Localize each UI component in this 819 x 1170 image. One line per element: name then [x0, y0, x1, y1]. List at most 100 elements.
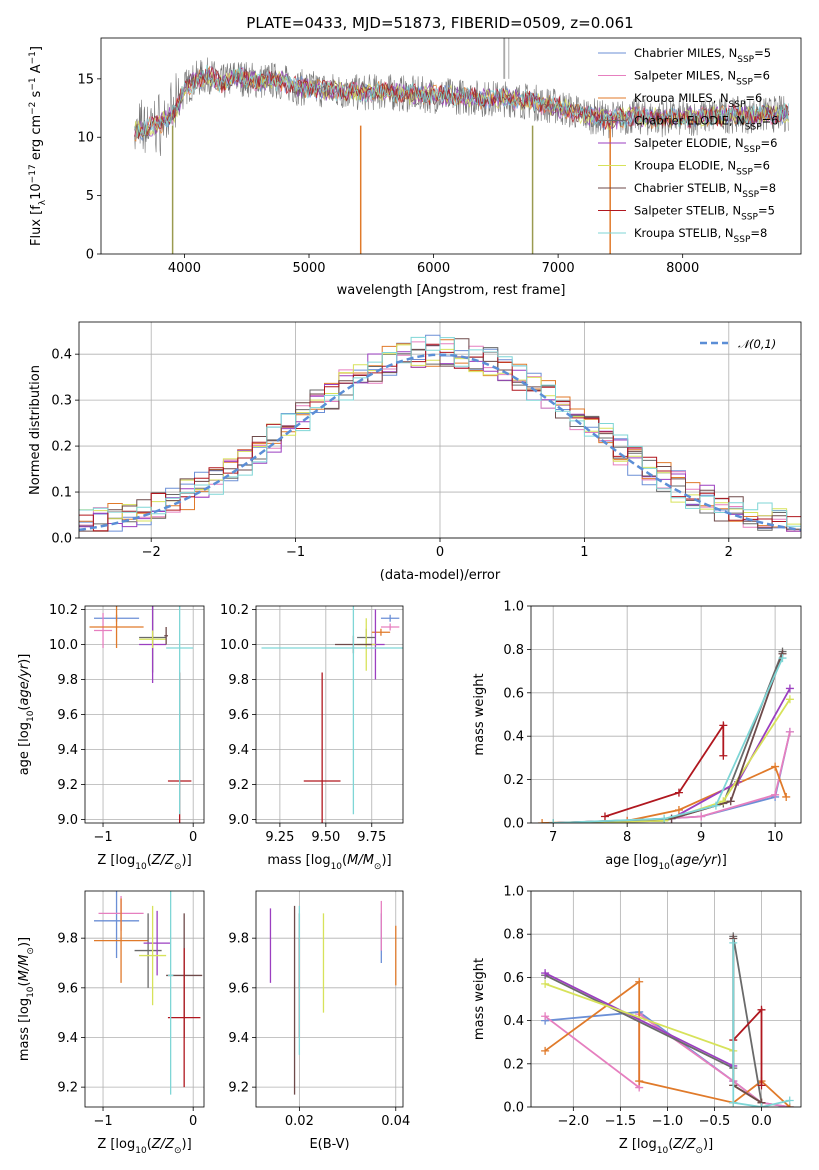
errbar-salpeter-miles: [94, 613, 113, 648]
weight-vs-Z-xlabel: Z [log10(Z/Z⊙)]: [619, 1137, 713, 1156]
x-tick-label: 8: [623, 830, 631, 845]
errbar-kroupa-stelib: [167, 891, 174, 1095]
weight-marker: [785, 1096, 794, 1105]
y-tick-label: 9.2: [228, 1081, 249, 1096]
weight-marker: [785, 695, 794, 704]
clip-mass-vs-Z-plot: [94, 891, 203, 1095]
y-tick-label: 0.0: [503, 817, 524, 832]
legend-entry: Chabrier MILES, NSSP=5: [634, 46, 771, 65]
weight-line: [553, 731, 791, 823]
errbar-kroupa-miles: [371, 628, 391, 636]
clip-age-vs-Z-plot: [89, 606, 194, 823]
mass-vs-ebv-axes: 0.02 0.04 9.2 9.4 9.6 9.8 E(B-V): [228, 890, 410, 1152]
residuals-ylabel: Normed distribution: [28, 365, 43, 495]
x-tick-label: 7000: [542, 261, 575, 276]
weight-marker: [538, 819, 547, 823]
weight-marker: [719, 751, 728, 760]
x-tick-label: 0.0: [751, 1114, 772, 1129]
weight-marker: [771, 762, 780, 771]
weight-vs-age-axes: 7 8 9 10 0.0 0.2 0.4 0.6 0.8 1.0 age [log10(age/yr…: [472, 600, 802, 872]
sky-line: [508, 38, 510, 79]
errbar-kroupa-stelib: [261, 606, 403, 815]
x-tick-label: 4000: [168, 261, 201, 276]
spectrum-ylabel: Flux [fλ10−17 erg cm−2 s−1 A−1]: [28, 46, 48, 246]
legend-entry: Salpeter STELIB, NSSP=5: [634, 204, 775, 223]
residuals-xlabel: (data-model)/error: [380, 568, 501, 583]
weight-chabrier-stelib: [549, 649, 787, 823]
mass-vs-ebv-frame: [255, 890, 404, 1108]
legend-entry: Kroupa MILES, NSSP=6: [634, 91, 762, 110]
residuals-axes: −2 −1 0 1 2 0.0 0.1 0.2 0.3 0.4 (data-model)/error…: [28, 321, 802, 583]
y-tick-label: 10.2: [49, 603, 78, 618]
weight-marker: [729, 1098, 738, 1107]
age-vs-Z-xlabel: Z [log10(Z/Z⊙)]: [97, 853, 191, 872]
y-tick-label: 0.8: [503, 643, 524, 658]
weight-marker: [757, 1081, 766, 1090]
weight-vs-Z-frame: [530, 890, 802, 1108]
x-tick-label: −0.5: [699, 1114, 731, 1129]
x-tick-label: 9.25: [265, 830, 294, 845]
weight-line: [553, 731, 791, 823]
clip-spec-plot: [134, 38, 789, 254]
errbar-chabrier-miles: [94, 891, 140, 959]
errbar-kroupa-elodie: [139, 630, 167, 648]
clip-weight-vs-age-plot: [538, 647, 794, 823]
age-vs-Z-ylabel: age [log10(age/yr)]: [17, 654, 36, 776]
y-tick-label: 9.4: [57, 743, 78, 758]
weight-marker: [600, 812, 609, 821]
y-tick-label: 0.4: [51, 348, 72, 363]
legend-entry: Chabrier STELIB, NSSP=8: [634, 181, 776, 200]
y-tick-label: 9.4: [228, 743, 249, 758]
age-vs-mass-axes: 9.25 9.50 9.75 9.0 9.2 9.4 9.6 9.8 10.0 10.2 mass …: [220, 603, 404, 872]
weight-line: [553, 651, 784, 823]
legend-entry: Salpeter MILES, NSSP=6: [634, 69, 770, 88]
x-tick-label: 0: [189, 1114, 197, 1129]
weight-marker: [549, 819, 558, 823]
y-tick-label: 9.8: [57, 932, 78, 947]
y-tick-label: 10.2: [220, 603, 249, 618]
weight-marker: [541, 979, 550, 988]
x-tick-label: 1: [580, 545, 588, 560]
weight-marker: [778, 654, 787, 663]
y-tick-label: 0.2: [51, 440, 72, 455]
age-vs-mass-xlabel: mass [log10(M/M⊙)]: [267, 853, 391, 872]
y-tick-label: 10: [77, 131, 94, 146]
x-tick-label: −1.5: [605, 1114, 637, 1129]
spectrum-xlabel: wavelength [Angstrom, rest frame]: [337, 283, 566, 298]
hist-kroupa-stelib: [79, 336, 801, 527]
y-tick-label: 9.6: [228, 708, 249, 723]
mass-vs-ebv-xlabel: E(B-V): [309, 1137, 349, 1152]
weight-line: [544, 972, 762, 1104]
weight-line: [553, 657, 784, 823]
y-tick-label: 0.4: [503, 1014, 524, 1029]
y-tick-label: 9.0: [228, 813, 249, 828]
weight-kroupa-stelib: [729, 938, 794, 1107]
y-tick-label: 9.8: [228, 673, 249, 688]
x-tick-label: 8000: [666, 261, 699, 276]
figure-title: PLATE=0433, MJD=51873, FIBERID=0509, z=0…: [246, 14, 633, 32]
y-tick-label: 10.0: [49, 638, 78, 653]
errbar-salpeter-stelib: [303, 672, 341, 823]
weight-marker: [635, 977, 644, 986]
gaussian-curve: [79, 353, 801, 532]
weight-marker: [635, 1077, 644, 1086]
weight-marker: [729, 938, 738, 947]
mass-vs-Z-xlabel: Z [log10(Z/Z⊙)]: [97, 1137, 191, 1156]
errbar-kroupa-stelib: [166, 606, 194, 815]
y-tick-label: 9.8: [228, 932, 249, 947]
weight-marker: [771, 790, 780, 799]
spectrum-legend: Chabrier MILES, NSSP=5 Salpeter MILES, NS…: [598, 46, 779, 245]
weight-kroupa-stelib: [549, 654, 787, 823]
y-tick-label: 0.0: [503, 1101, 524, 1116]
x-tick-label: −2: [142, 545, 161, 560]
weight-line: [544, 1012, 790, 1107]
x-tick-label: −1: [93, 1114, 112, 1129]
weight-marker: [674, 805, 683, 814]
weight-marker: [541, 1012, 550, 1021]
clip-weight-vs-Z-plot: [541, 932, 794, 1107]
x-tick-label: 7: [549, 830, 557, 845]
weight-marker: [541, 969, 550, 978]
x-tick-label: 9.75: [357, 830, 386, 845]
y-tick-label: 0.4: [503, 730, 524, 745]
y-tick-label: 1.0: [503, 885, 524, 900]
